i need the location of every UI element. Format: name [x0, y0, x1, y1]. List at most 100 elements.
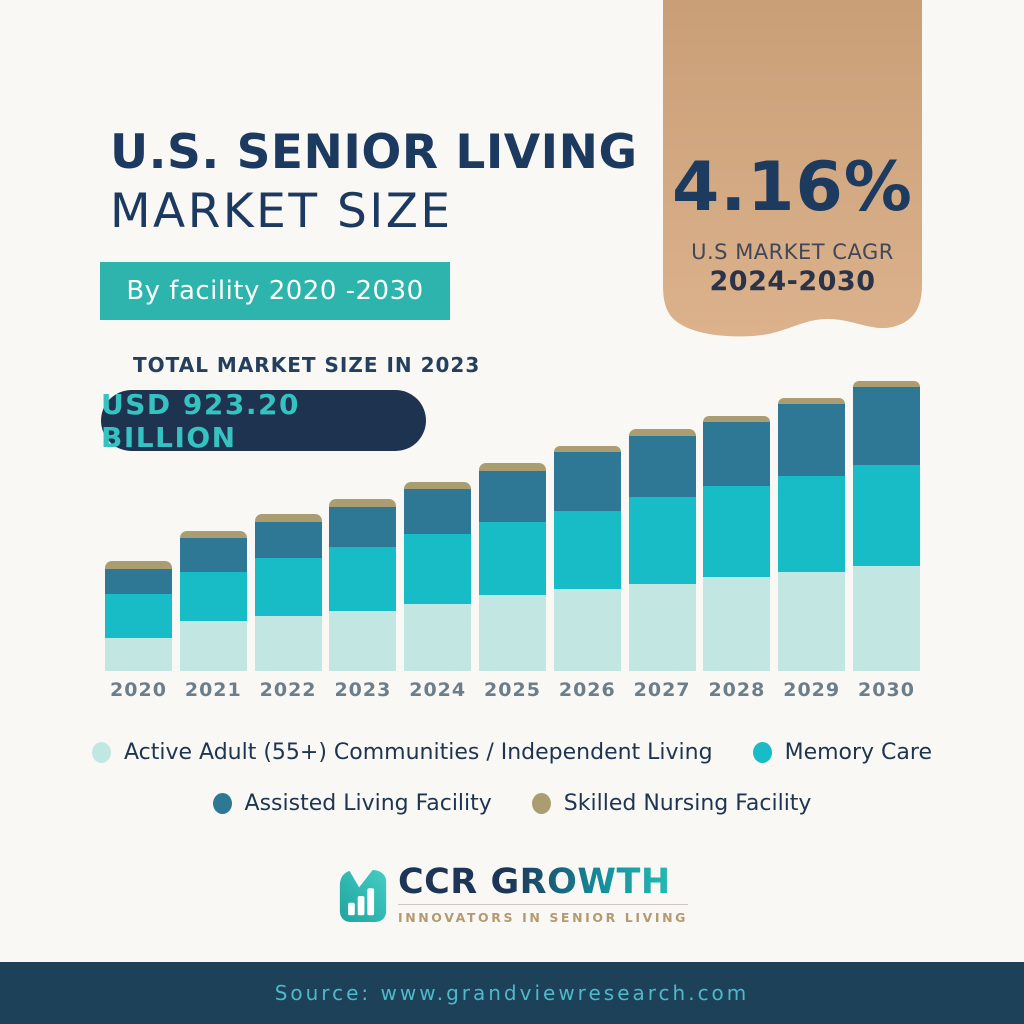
bar-2026-memory-care-segment: [553, 511, 621, 589]
bar-2023-skilled-nursing-segment: [329, 499, 397, 507]
cagr-value: 4.16%: [672, 148, 913, 227]
total-market-label: TOTAL MARKET SIZE IN 2023: [133, 353, 481, 377]
bar-2029: [778, 398, 846, 671]
bar-2020: [105, 561, 172, 671]
bar-2030: [853, 381, 920, 671]
title-line1: U.S. SENIOR LIVING: [110, 125, 638, 180]
bar-2023-active-adult-segment: [329, 611, 397, 671]
bar-2030-assisted-living-segment: [853, 387, 920, 465]
bar-2021-active-adult-segment: [179, 621, 247, 671]
subtitle-banner: By facility 2020 -2030: [100, 262, 450, 320]
footer-bar: Source: www.grandviewresearch.com: [0, 962, 1024, 1024]
bar-2023-assisted-living-segment: [329, 507, 397, 547]
legend-label-active-adult: Active Adult (55+) Communities / Indepen…: [123, 740, 713, 765]
legend-label-skilled-nursing: Skilled Nursing Facility: [563, 791, 812, 816]
logo-text: CCR GROWTH INNOVATORS IN SENIOR LIVING: [397, 862, 689, 925]
x-axis-label-2023: 2023: [334, 679, 392, 701]
bar-2024-active-adult-segment: [404, 604, 472, 671]
bar-2024-assisted-living-segment: [404, 489, 472, 534]
legend-item-memory-care: Memory Care: [752, 740, 932, 765]
bar-2027-assisted-living-segment: [628, 436, 696, 497]
subtitle-banner-text: By facility 2020 -2030: [126, 276, 424, 306]
legend-label-memory-care: Memory Care: [784, 740, 932, 765]
bar-2022-skilled-nursing-segment: [254, 514, 322, 522]
legend-label-assisted-living: Assisted Living Facility: [244, 791, 492, 816]
bar-2020-memory-care-segment: [105, 594, 172, 638]
bar-2030-memory-care-segment: [853, 465, 920, 566]
bar-2026-skilled-nursing-segment: [553, 446, 621, 452]
bar-2027-active-adult-segment: [628, 584, 696, 671]
bar-2029-assisted-living-segment: [778, 404, 846, 476]
bar-2022-active-adult-segment: [254, 616, 322, 671]
bar-2025-assisted-living-segment: [479, 471, 546, 522]
bar-2020-active-adult-segment: [105, 638, 172, 671]
logo-tagline: INNOVATORS IN SENIOR LIVING: [397, 904, 689, 925]
x-axis-label-2021: 2021: [184, 679, 242, 701]
bar-2024-memory-care-segment: [404, 534, 472, 604]
legend-item-skilled-nursing: Skilled Nursing Facility: [531, 791, 812, 816]
page-title: U.S. SENIOR LIVING MARKET SIZE: [110, 122, 638, 240]
title-line2: MARKET SIZE: [110, 184, 453, 239]
x-axis-label-2024: 2024: [409, 679, 467, 701]
bar-2028-active-adult-segment: [703, 577, 771, 671]
legend-row-2: Assisted Living Facility Skilled Nursing …: [212, 791, 812, 816]
bar-2028: [703, 416, 771, 671]
bar-2021-assisted-living-segment: [179, 538, 247, 572]
bar-2029-memory-care-segment: [778, 476, 846, 572]
legend-row-1: Active Adult (55+) Communities / Indepen…: [91, 740, 932, 765]
bar-2024: [404, 482, 472, 671]
bar-2025-active-adult-segment: [479, 595, 546, 671]
bar-2027: [628, 429, 696, 671]
cagr-period: 2024-2030: [709, 266, 876, 297]
bar-2025-memory-care-segment: [479, 522, 546, 595]
bar-2021-skilled-nursing-segment: [179, 531, 247, 538]
cagr-label: U.S MARKET CAGR: [691, 240, 894, 264]
bar-2026-active-adult-segment: [553, 589, 621, 671]
bar-2023-memory-care-segment: [329, 547, 397, 611]
total-market-value: USD 923.20 BILLION: [101, 387, 300, 454]
bar-2028-skilled-nursing-segment: [703, 416, 771, 422]
x-axis-label-2027: 2027: [633, 679, 691, 701]
x-axis-label-2026: 2026: [558, 679, 616, 701]
bar-2022-memory-care-segment: [254, 558, 322, 616]
legend-item-assisted-living: Assisted Living Facility: [212, 791, 492, 816]
x-axis-label-2020: 2020: [110, 679, 167, 701]
bar-2024-skilled-nursing-segment: [404, 482, 472, 489]
x-axis-label-2028: 2028: [708, 679, 766, 701]
bar-2029-active-adult-segment: [778, 572, 846, 671]
bar-2020-skilled-nursing-segment: [105, 561, 172, 569]
legend: Active Adult (55+) Communities / Indepen…: [0, 740, 1024, 816]
bar-2023: [329, 499, 397, 671]
memory-care-legend-dot-icon: [752, 742, 772, 763]
x-axis-label-2022: 2022: [259, 679, 317, 701]
bar-2025-skilled-nursing-segment: [479, 463, 546, 471]
bar-2030-skilled-nursing-segment: [853, 381, 920, 387]
bar-2027-memory-care-segment: [628, 497, 696, 584]
bar-2029-skilled-nursing-segment: [778, 398, 846, 404]
bar-2028-memory-care-segment: [703, 486, 771, 577]
source-text: Source: www.grandviewresearch.com: [274, 981, 750, 1005]
cagr-badge-shape: [663, 0, 922, 337]
x-axis-label-2025: 2025: [484, 679, 541, 701]
skilled-nursing-legend-dot-icon: [531, 793, 551, 814]
bar-2022: [254, 514, 322, 671]
bar-2030-active-adult-segment: [853, 566, 920, 671]
bar-2025: [479, 463, 546, 671]
logo: CCR GROWTH INNOVATORS IN SENIOR LIVING: [0, 862, 1024, 926]
bar-2021-memory-care-segment: [179, 572, 247, 621]
assisted-living-legend-dot-icon: [212, 793, 232, 814]
logo-chart-icon: [339, 869, 387, 923]
x-axis-label-2030: 2030: [858, 679, 915, 701]
active-adult-legend-dot-icon: [91, 742, 111, 763]
bar-2026: [553, 446, 621, 671]
bar-2020-assisted-living-segment: [105, 569, 172, 594]
bar-2026-assisted-living-segment: [553, 452, 621, 511]
total-market-pill: USD 923.20 BILLION: [101, 387, 426, 454]
cagr-badge: 4.16% U.S MARKET CAGR 2024-2030: [663, 0, 922, 345]
bar-2028-assisted-living-segment: [703, 422, 771, 486]
x-axis-label-2029: 2029: [783, 679, 841, 701]
logo-name: CCR GROWTH: [398, 862, 688, 902]
bar-2027-skilled-nursing-segment: [628, 429, 696, 436]
